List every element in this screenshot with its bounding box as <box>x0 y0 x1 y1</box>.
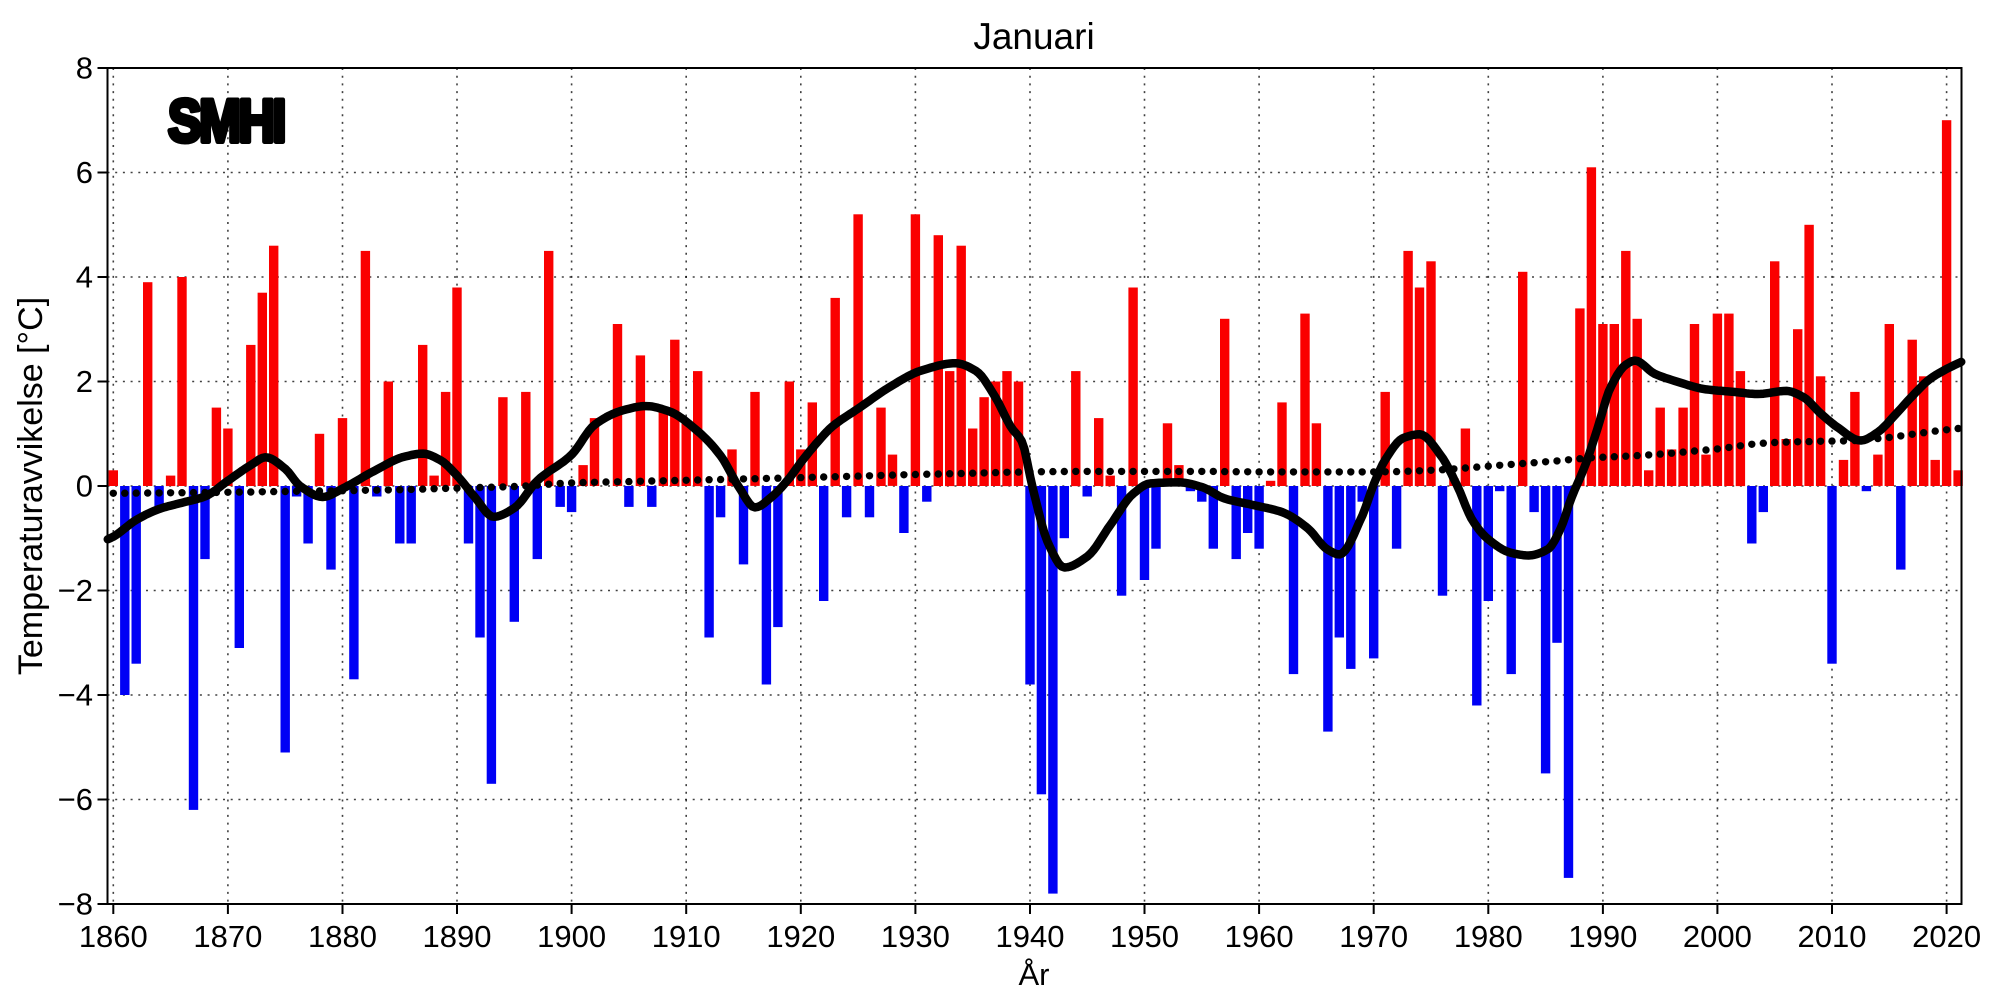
svg-text:Januari: Januari <box>973 16 1094 57</box>
svg-text:1970: 1970 <box>1339 919 1408 954</box>
svg-text:Temperaturavvikelse [°C]: Temperaturavvikelse [°C] <box>12 297 50 675</box>
svg-text:−2: −2 <box>58 573 93 608</box>
svg-text:2: 2 <box>76 364 93 399</box>
svg-text:−8: −8 <box>58 887 93 922</box>
svg-text:1860: 1860 <box>79 919 148 954</box>
svg-text:1930: 1930 <box>881 919 950 954</box>
svg-text:4: 4 <box>76 260 93 295</box>
svg-text:1980: 1980 <box>1454 919 1523 954</box>
svg-text:1900: 1900 <box>537 919 606 954</box>
svg-text:1940: 1940 <box>996 919 1065 954</box>
svg-text:−4: −4 <box>58 678 93 713</box>
svg-text:2000: 2000 <box>1683 919 1752 954</box>
svg-text:1910: 1910 <box>652 919 721 954</box>
svg-text:8: 8 <box>76 51 93 86</box>
svg-text:SMHI: SMHI <box>168 87 284 154</box>
svg-text:1890: 1890 <box>423 919 492 954</box>
svg-text:0: 0 <box>76 469 93 504</box>
svg-text:1920: 1920 <box>766 919 835 954</box>
svg-text:1960: 1960 <box>1225 919 1294 954</box>
svg-text:1990: 1990 <box>1568 919 1637 954</box>
svg-text:1880: 1880 <box>308 919 377 954</box>
svg-text:År: År <box>1019 957 1050 992</box>
svg-text:−6: −6 <box>58 782 93 817</box>
svg-text:2010: 2010 <box>1798 919 1867 954</box>
svg-text:1870: 1870 <box>193 919 262 954</box>
svg-text:1950: 1950 <box>1110 919 1179 954</box>
svg-text:6: 6 <box>76 155 93 190</box>
svg-text:2020: 2020 <box>1912 919 1981 954</box>
